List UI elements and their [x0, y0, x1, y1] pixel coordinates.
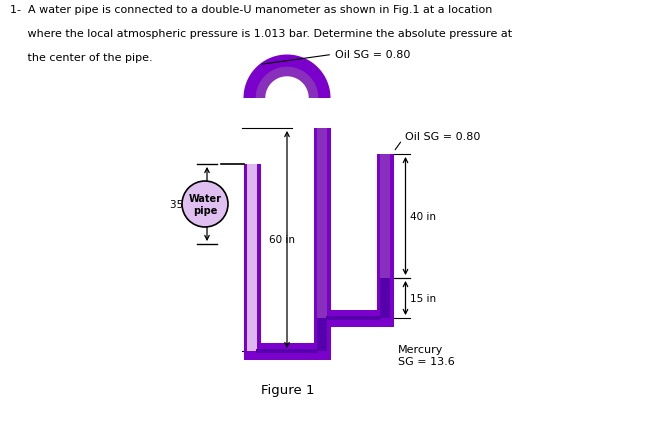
Circle shape: [182, 181, 228, 227]
Bar: [326, 316, 381, 321]
Bar: [317, 129, 327, 351]
Bar: [314, 129, 330, 351]
Bar: [314, 318, 330, 351]
Text: Oil SG = 0.80: Oil SG = 0.80: [395, 132, 481, 150]
Text: 15 in: 15 in: [410, 294, 437, 303]
Text: Figure 1: Figure 1: [261, 383, 315, 396]
Bar: [380, 155, 390, 278]
Text: 35 in: 35 in: [170, 199, 196, 210]
Text: 60 in: 60 in: [269, 235, 295, 245]
Polygon shape: [256, 68, 318, 99]
Text: Water
pipe: Water pipe: [188, 194, 221, 215]
Polygon shape: [243, 55, 330, 99]
Bar: [247, 164, 257, 351]
Bar: [243, 164, 261, 351]
Bar: [380, 278, 390, 318]
Bar: [243, 343, 330, 360]
Text: the center of the pipe.: the center of the pipe.: [10, 53, 152, 63]
Text: 40 in: 40 in: [410, 211, 436, 222]
Bar: [317, 318, 327, 351]
Text: Oil SG = 0.80: Oil SG = 0.80: [262, 50, 410, 65]
Bar: [314, 310, 394, 327]
Text: 1-  A water pipe is connected to a double-U manometer as shown in Fig.1 at a loc: 1- A water pipe is connected to a double…: [10, 5, 493, 15]
Bar: [377, 155, 394, 318]
Bar: [256, 349, 318, 354]
Text: Mercury
SG = 13.6: Mercury SG = 13.6: [398, 344, 455, 366]
Text: where the local atmospheric pressure is 1.013 bar. Determine the absolute pressu: where the local atmospheric pressure is …: [10, 29, 512, 39]
